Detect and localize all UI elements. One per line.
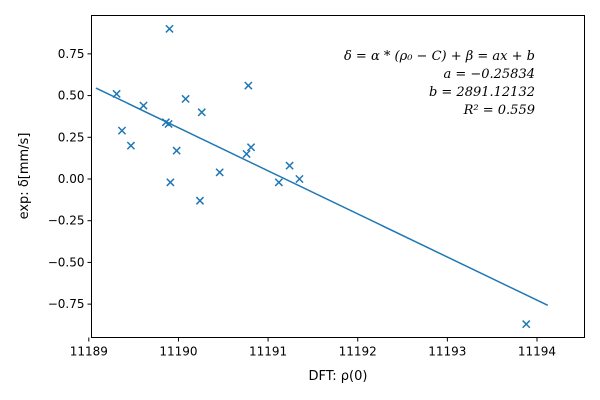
data-point [112,89,121,99]
y-tick-label: −0.50 [48,255,85,269]
data-point [181,94,190,104]
plot-frame [91,15,585,338]
data-point [285,161,294,170]
fit-line [95,87,549,306]
y-tick-label: 0.75 [58,47,85,61]
data-point [274,178,283,187]
data-point [172,146,181,155]
fit-annotation: δ = α * (ρ₀ − C) + β = ax + b a = −0.2583… [344,49,535,118]
x-tick-label: 11194 [518,345,556,359]
x-tick-label: 11189 [70,345,108,359]
data-point [522,320,531,329]
y-axis: −0.75 −0.50 −0.25 0.00 0.25 0.50 0.75 [48,47,92,311]
data-point [246,143,256,152]
data-point [244,81,253,90]
data-point [166,178,175,187]
plot-layer [95,24,549,329]
x-tick-label: 11193 [428,345,466,359]
y-tick-label: 0.25 [58,130,85,144]
y-tick-label: 0.00 [58,172,85,186]
x-axis: 11189 11190 11191 11192 11193 11194 [70,337,556,359]
data-point [295,174,304,184]
data-point [215,168,224,177]
data-point [197,108,206,117]
x-tick-label: 11191 [249,345,287,359]
data-point [165,24,174,33]
data-point [117,126,127,135]
y-tick-label: −0.75 [48,297,85,311]
data-point [139,101,148,110]
x-tick-label: 11192 [339,345,377,359]
y-tick-label: −0.25 [48,214,85,228]
data-point [164,119,173,129]
data-point [195,196,205,205]
annotation-line: a = −0.25834 [443,67,535,82]
annotation-line: R² = 0.559 [463,103,535,118]
data-point [126,141,136,150]
x-tick-label: 11190 [159,345,197,359]
x-axis-label: DFT: ρ(0) [309,369,368,384]
data-point [242,149,251,159]
annotation-line: δ = α * (ρ₀ − C) + β = ax + b [344,49,535,64]
annotation-line: b = 2891.12132 [429,85,535,100]
y-axis-label: exp: δ[mm/s] [17,133,32,220]
y-tick-label: 0.50 [58,89,85,103]
